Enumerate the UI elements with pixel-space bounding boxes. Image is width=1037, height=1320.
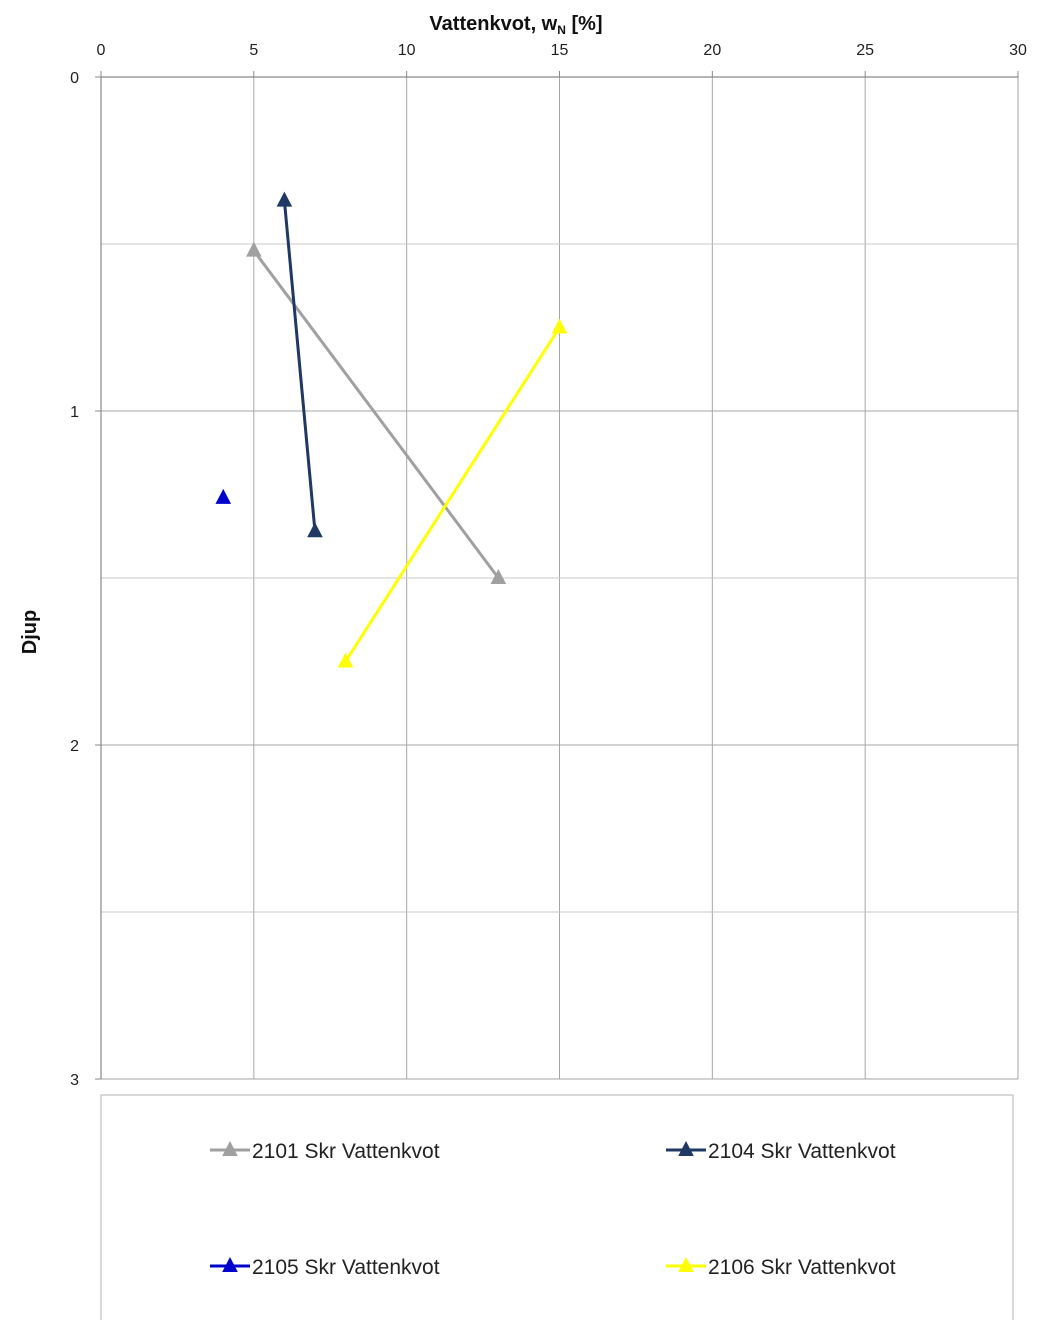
data-point-marker — [551, 318, 568, 334]
data-point-marker — [307, 522, 323, 538]
y-axis-title: Djup — [19, 610, 41, 654]
data-point-marker — [215, 488, 232, 504]
legend: 2101 Skr Vattenkvot 2104 Skr Vattenkvot 21… — [100, 1094, 1014, 1320]
legend-label: 2104 Skr Vattenkvot — [708, 1140, 896, 1163]
y-tick-label: 0 — [70, 70, 79, 87]
legend-item: 2106 Skr Vattenkvot — [666, 1256, 896, 1279]
legend-item: 2104 Skr Vattenkvot — [666, 1140, 896, 1163]
legend-marker-swatch — [678, 1141, 694, 1156]
series-3 — [337, 318, 568, 668]
series-line — [282, 200, 317, 532]
x-axis-title-unit: [%] — [566, 13, 603, 35]
legend-marker-swatch — [678, 1257, 694, 1272]
x-axis-title-main: Vattenkvot, w — [429, 13, 557, 35]
x-tick-label: 30 — [1009, 42, 1027, 59]
grid — [100, 76, 1019, 1080]
ticks: 0 5 10 15 20 25 30 0 1 2 3 — [70, 42, 1027, 1089]
legend-box — [100, 1094, 1014, 1320]
x-axis-title: Vattenkvot, wN [%] — [429, 13, 602, 37]
legend-label: 2101 Skr Vattenkvot — [252, 1140, 440, 1163]
x-axis-title-subscript: N — [557, 23, 566, 37]
legend-marker-swatch — [222, 1141, 238, 1156]
series-line — [344, 326, 561, 663]
series-line — [252, 249, 500, 579]
y-tick-label: 1 — [70, 404, 79, 421]
x-tick-label: 10 — [398, 42, 416, 59]
x-tick-label: 20 — [703, 42, 721, 59]
y-tick-label: 2 — [70, 738, 79, 755]
plot-series — [215, 191, 568, 668]
series-0 — [246, 241, 507, 584]
data-point-marker — [246, 241, 262, 257]
series-2 — [215, 488, 232, 504]
data-point-marker — [276, 191, 293, 207]
y-tick-label: 3 — [70, 1072, 79, 1089]
x-tick-label: 5 — [249, 42, 258, 59]
legend-label: 2106 Skr Vattenkvot — [708, 1256, 896, 1279]
legend-label: 2105 Skr Vattenkvot — [252, 1256, 440, 1279]
legend-item: 2105 Skr Vattenkvot — [210, 1256, 440, 1279]
series-1 — [276, 191, 323, 538]
data-point-marker — [490, 569, 507, 584]
x-tick-label: 25 — [856, 42, 874, 59]
data-point-marker — [337, 652, 354, 668]
legend-item: 2101 Skr Vattenkvot — [210, 1140, 440, 1163]
x-tick-label: 15 — [551, 42, 569, 59]
x-tick-label: 0 — [97, 42, 106, 59]
legend-marker-swatch — [222, 1257, 238, 1272]
